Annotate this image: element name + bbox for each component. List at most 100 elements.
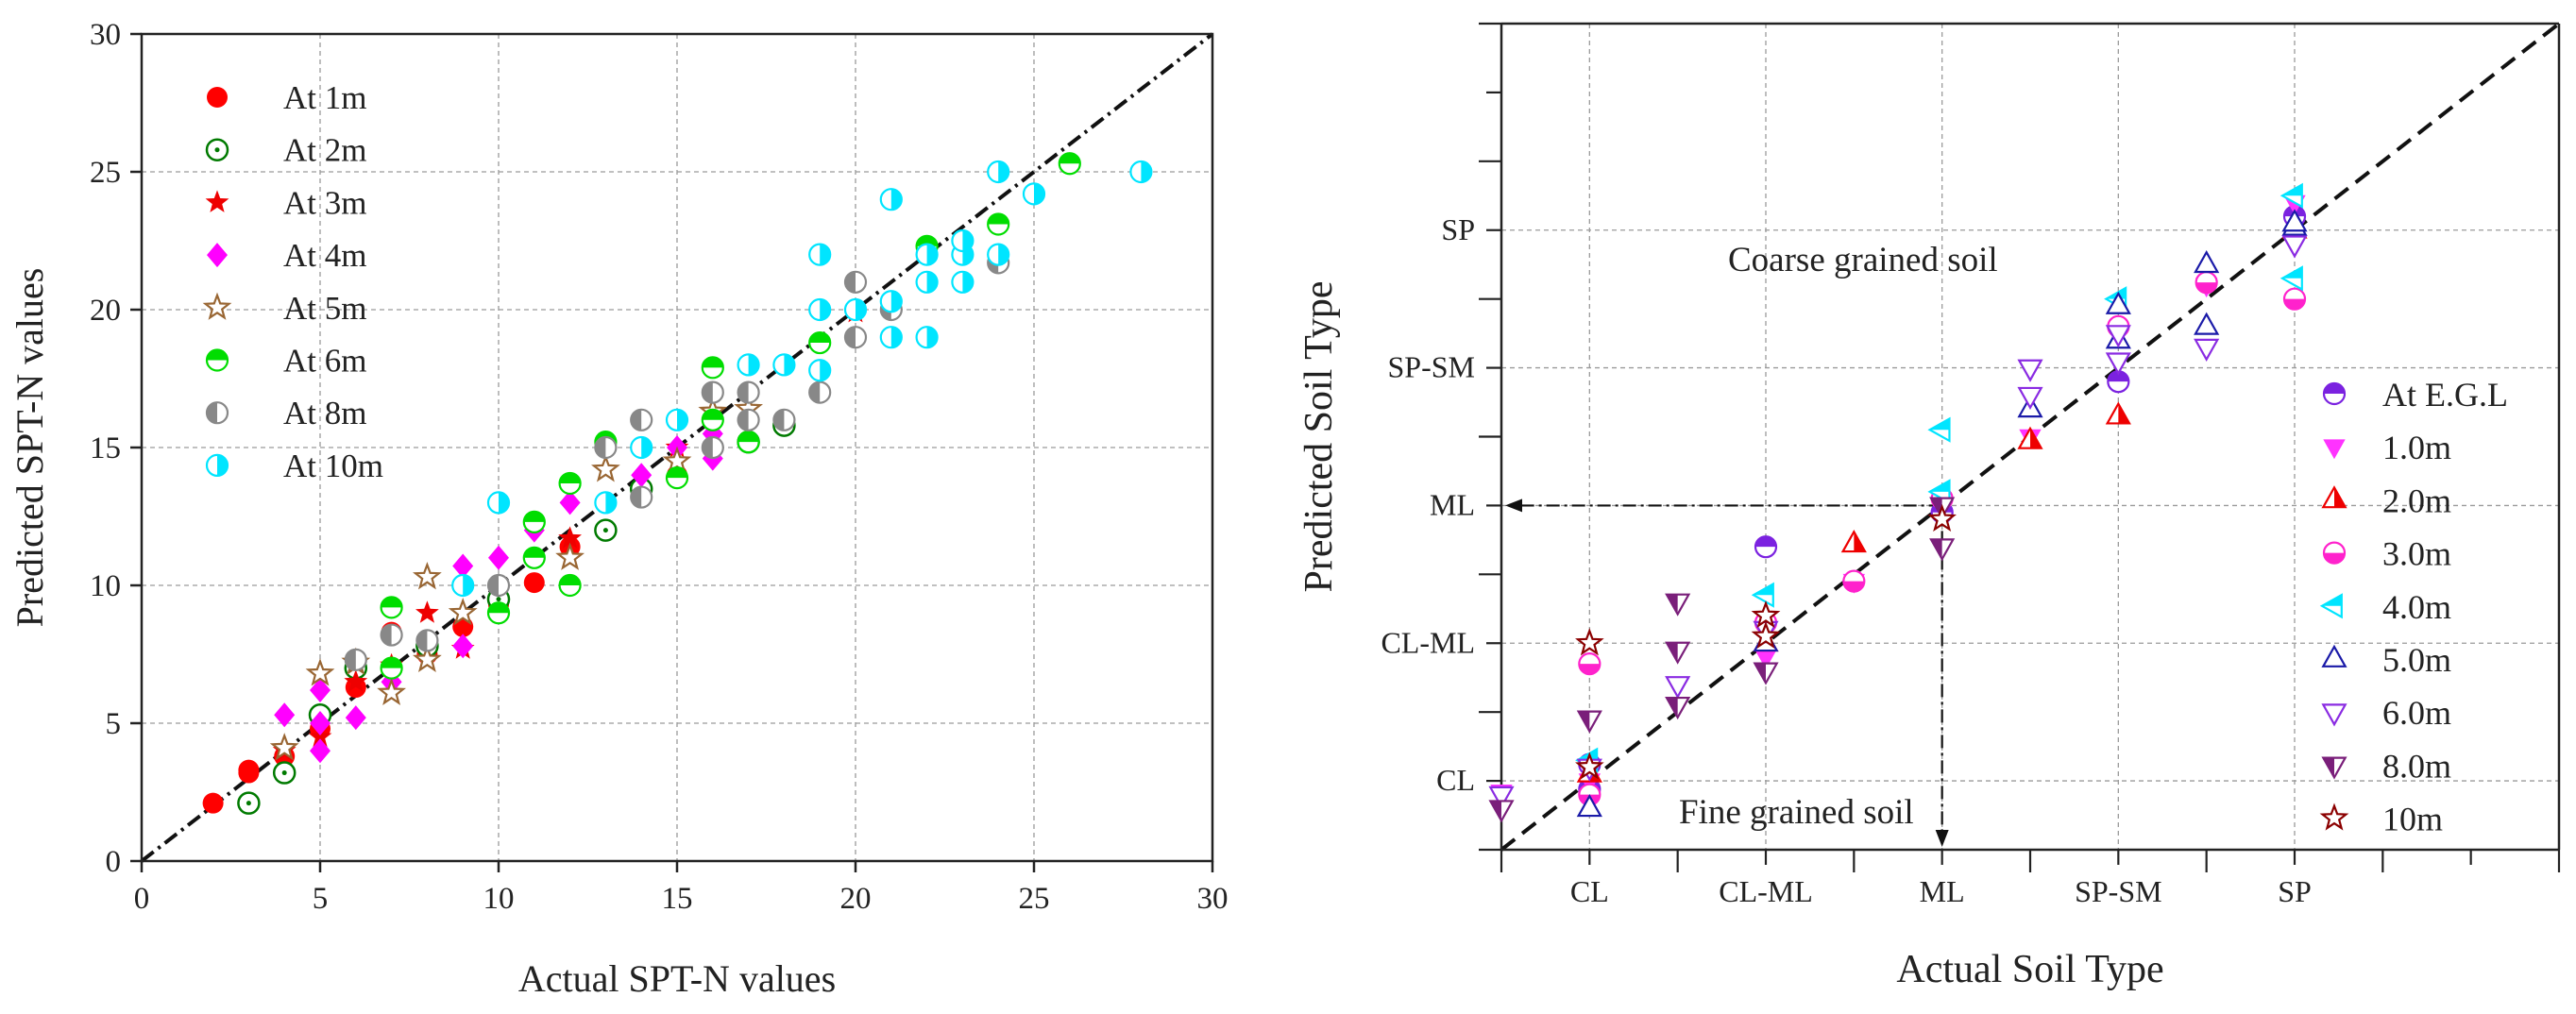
data-point: [2194, 249, 2220, 274]
data-point: [305, 658, 335, 686]
x-axis-label: Actual Soil Type: [1896, 948, 2163, 991]
data-point: [486, 601, 511, 625]
data-point: [2105, 291, 2131, 314]
legend-marker: [2321, 756, 2347, 780]
legend-marker: [202, 292, 232, 320]
data-point: [452, 634, 474, 659]
data-point: [2105, 325, 2131, 348]
data-point: [1751, 600, 1781, 629]
data-point: [415, 629, 439, 652]
x-tick-label: CL-ML: [1719, 874, 1813, 908]
data-point: [987, 243, 1010, 266]
y-tick-label: SP-SM: [1388, 350, 1476, 384]
data-point: [1665, 641, 1691, 665]
data-point: [202, 792, 224, 814]
data-point: [843, 270, 868, 294]
data-point: [415, 600, 439, 623]
data-point: [1665, 696, 1691, 720]
data-point: [808, 330, 832, 355]
data-point: [558, 573, 582, 598]
data-point: [951, 270, 974, 294]
data-point: [559, 490, 581, 515]
data-point: [1754, 535, 1778, 559]
legend-label: At 8m: [283, 395, 366, 431]
x-tick-label: CL: [1570, 874, 1609, 908]
data-point: [808, 243, 832, 266]
legend: At E.G.L 1.0m 2.0m 3.0m 4.0m 5.0m 6.0m 8.0m 10m: [2319, 376, 2508, 838]
data-point: [879, 326, 903, 349]
data-point: [630, 408, 653, 431]
legend-marker: [205, 190, 229, 212]
data-point: [2105, 401, 2131, 425]
legend-label: 2.0m: [2382, 482, 2451, 519]
y-tick-label: 0: [106, 845, 122, 879]
data-point: [413, 562, 442, 590]
data-point: [380, 656, 403, 680]
data-point: [1665, 593, 1691, 617]
data-point: [1751, 582, 1774, 608]
legend-marker: [2319, 593, 2343, 619]
x-tick-label: 15: [662, 882, 693, 916]
x-tick-label: 5: [313, 882, 329, 916]
data-point: [2105, 352, 2131, 376]
legend-label: At E.G.L: [2382, 376, 2508, 414]
data-point: [2281, 235, 2308, 259]
data-point: [808, 359, 832, 382]
legend-label: At 2m: [283, 132, 366, 169]
data-point: [2194, 312, 2220, 335]
data-point: [1927, 503, 1957, 532]
data-point: [2017, 359, 2043, 382]
data-point: [1022, 182, 1046, 206]
legend-marker: [205, 453, 229, 477]
data-point: [1840, 530, 1867, 553]
legend-label: 10m: [2382, 801, 2443, 838]
data-point: [1575, 628, 1604, 656]
data-point: [2279, 265, 2303, 292]
data-point: [2107, 370, 2130, 394]
x-tick-label: SP: [2278, 874, 2312, 908]
data-point: [915, 326, 939, 349]
data-point: [558, 471, 582, 496]
legend-label: 5.0m: [2382, 641, 2451, 679]
x-tick-label: 0: [134, 882, 150, 916]
data-point: [558, 526, 582, 549]
spt-n-chart: 0 5 10 15 20 25 30 0 5 10 15 20 25 30 Actual SPT-N val…: [8, 18, 1229, 1000]
data-point: [274, 702, 296, 728]
data-point: [488, 545, 509, 570]
y-tick-label: SP: [1441, 212, 1475, 246]
data-point: [630, 435, 653, 460]
data-point: [1488, 800, 1515, 823]
data-point: [951, 228, 974, 253]
data-point: [452, 553, 474, 579]
legend-label: 1.0m: [2382, 429, 2451, 466]
series-at-10m: [451, 160, 1153, 598]
data-point: [594, 518, 618, 542]
y-axis-label: Predicted Soil Type: [1297, 281, 1341, 593]
data-point: [701, 435, 724, 460]
data-point: [1578, 652, 1602, 676]
legend-label: At 5m: [283, 290, 366, 327]
legend-marker: [207, 243, 228, 268]
data-point: [701, 356, 724, 380]
y-tick-label: 20: [90, 294, 121, 328]
data-point: [594, 491, 618, 515]
legend-marker: [205, 138, 229, 161]
data-point: [345, 705, 366, 731]
legend-marker: [2322, 541, 2347, 565]
data-point: [737, 431, 760, 454]
data-point: [808, 380, 832, 404]
arrow-head-left: [1505, 499, 1522, 513]
data-point: [1751, 620, 1781, 650]
data-point: [1488, 786, 1515, 809]
data-point: [1575, 752, 1604, 780]
y-tick-label: 5: [106, 707, 122, 741]
data-point: [523, 572, 545, 594]
legend-label: 6.0m: [2382, 694, 2451, 732]
y-tick-label: 30: [90, 18, 121, 52]
data-point: [2017, 426, 2043, 449]
annotation-fine-grained: Fine grained soil: [1679, 793, 1914, 832]
legend-label: 3.0m: [2382, 535, 2451, 573]
legend-marker: [2321, 703, 2347, 727]
data-point: [2017, 386, 2043, 410]
